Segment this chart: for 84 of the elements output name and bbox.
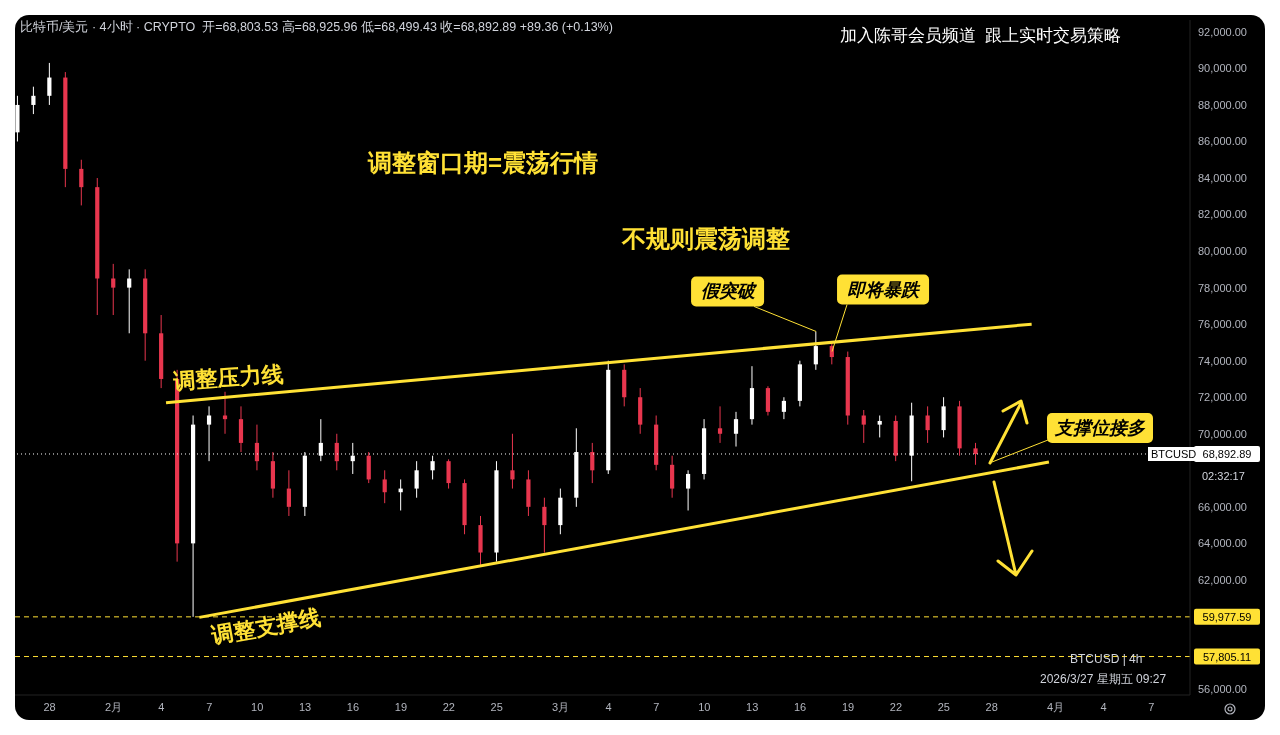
annotation: 支撑位接多	[1047, 413, 1153, 443]
y-tick-label: 72,000.00	[1198, 391, 1247, 404]
candlestick	[430, 455, 435, 480]
candlestick	[941, 396, 946, 438]
x-tick-label: 13	[746, 700, 759, 713]
y-tick-label: 92,000.00	[1198, 25, 1247, 38]
y-tick-label: 82,000.00	[1198, 208, 1247, 221]
y-tick-label: 74,000.00	[1198, 354, 1247, 367]
y-tick-label: 64,000.00	[1198, 537, 1247, 550]
annotation: 假突破	[700, 281, 757, 302]
candlestick	[590, 442, 595, 484]
x-tick-label: 3月	[552, 700, 570, 713]
y-tick-label: 78,000.00	[1198, 281, 1247, 294]
ref-line-label: 68,892.89	[1202, 447, 1252, 460]
candlestick	[31, 86, 36, 115]
series-label: 调整压力线	[171, 361, 285, 394]
x-tick-label: 16	[346, 700, 360, 713]
ref-line-label: 57,805.11	[1202, 650, 1252, 663]
y-tick-label: 84,000.00	[1198, 171, 1247, 184]
candlestick	[686, 469, 691, 511]
candlestick	[254, 424, 260, 471]
candlestick	[925, 405, 930, 444]
chart-title: 比特币/美元 · 4小时 · CRYPTO 开=68,803.53 高=68,925.96 低=68,499.43 收=68,892.89 +89.36 (+0.13%)	[20, 19, 613, 36]
ref-line-label: 59,977.59	[1202, 610, 1252, 623]
candlestick	[47, 62, 52, 106]
x-tick-label: 4	[158, 700, 165, 713]
candlestick	[127, 268, 132, 334]
x-tick-label: 25	[937, 700, 950, 713]
text: 02:32:17	[1202, 470, 1245, 482]
candlestick	[414, 460, 419, 499]
candlestick	[111, 263, 116, 316]
candlestick	[670, 455, 675, 499]
x-tick-label: 28	[43, 700, 56, 713]
candlestick	[542, 497, 547, 554]
x-tick-label: 13	[298, 700, 312, 713]
x-tick-label: 19	[394, 700, 408, 713]
y-tick-label: 76,000.00	[1198, 318, 1247, 331]
candlestick	[446, 458, 451, 490]
x-tick-label: 10	[698, 700, 711, 713]
y-tick-label: 66,000.00	[1198, 500, 1247, 513]
y-tick-label: 70,000.00	[1198, 427, 1247, 440]
x-tick-label: 2月	[104, 700, 123, 713]
x-tick-label: 28	[985, 700, 998, 713]
candlestick	[973, 442, 978, 466]
annotation: 2026/3/27 星期五 09:27	[1040, 671, 1167, 688]
annotation: 即将暴跌	[847, 279, 922, 300]
chart-subtitle: 加入陈哥会员频道 跟上实时交易策略	[840, 25, 1122, 47]
y-tick-label: 86,000.00	[1198, 135, 1247, 148]
candlestick	[861, 409, 866, 444]
candlestick	[765, 385, 771, 416]
x-tick-label: 25	[490, 700, 503, 713]
x-tick-label: 19	[841, 700, 855, 713]
y-tick-label: 62,000.00	[1198, 573, 1247, 586]
annotation: BTCUSD | 4h	[1070, 652, 1143, 666]
candlestick	[781, 396, 786, 420]
candlestick	[813, 330, 818, 371]
candlestick	[366, 451, 371, 484]
x-tick-label: 4月	[1047, 700, 1065, 713]
annotation: BTCUSD	[1148, 447, 1200, 461]
x-tick-label: 22	[889, 700, 903, 713]
candlestick	[286, 469, 291, 517]
text: 调整支撑线	[208, 604, 323, 649]
x-tick-label: 7	[1148, 700, 1155, 713]
x-tick-label: 22	[442, 700, 455, 713]
y-tick-label: 80,000.00	[1198, 244, 1247, 257]
x-tick-label: 7	[653, 700, 660, 713]
x-tick-label: 4	[605, 700, 612, 713]
y-tick-label: 90,000.00	[1198, 62, 1247, 75]
x-tick-label: 7	[206, 700, 213, 713]
y-tick-label: 56,000.00	[1198, 683, 1247, 696]
candlestick	[382, 469, 387, 504]
candlestick	[510, 433, 515, 490]
candlestick	[733, 411, 739, 448]
y-tick-label: 88,000.00	[1198, 98, 1247, 111]
annotation: 不规则震荡调整	[622, 224, 790, 254]
candlestick	[717, 405, 723, 444]
annotation: 调整窗口期=震荡行情	[367, 148, 599, 178]
candlestick	[238, 405, 244, 453]
candlestick	[79, 159, 84, 206]
x-tick-label: 4	[1100, 700, 1107, 713]
x-tick-label: 16	[793, 700, 807, 713]
candlestick	[877, 415, 882, 438]
candlestick	[334, 433, 339, 471]
x-tick-label: 10	[251, 700, 264, 713]
